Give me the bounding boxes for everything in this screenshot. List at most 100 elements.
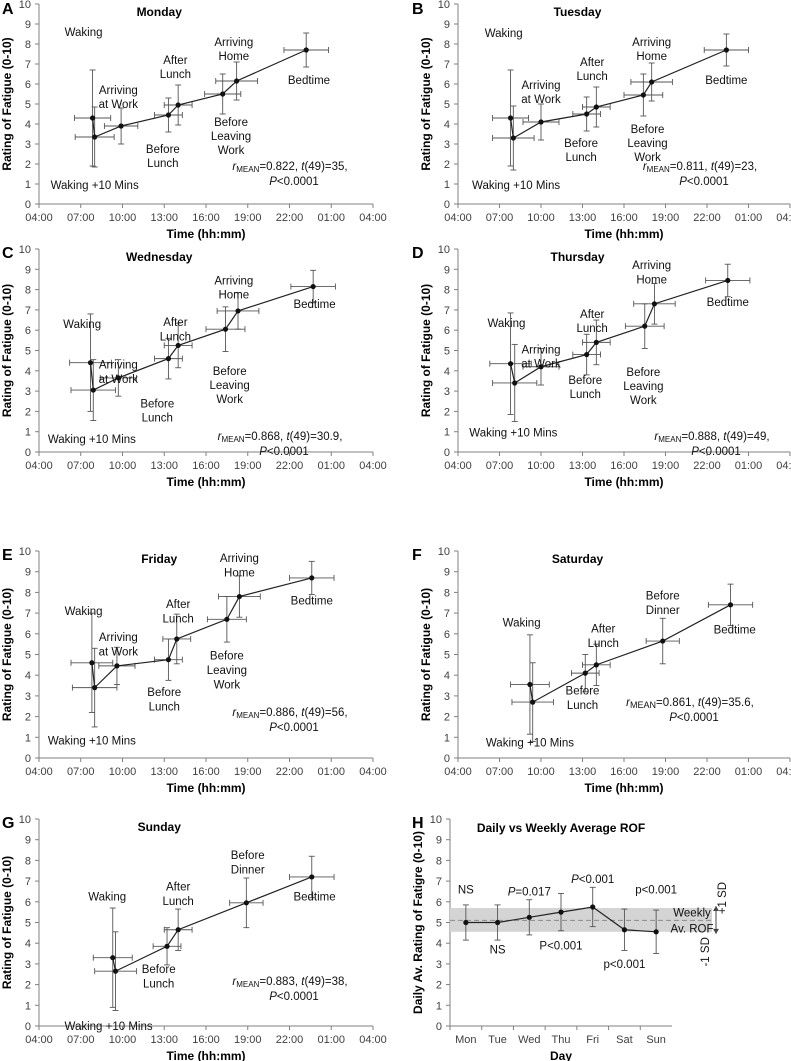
data-point [584, 111, 590, 117]
point-annotation: Before [213, 366, 247, 378]
data-point [494, 919, 501, 926]
panel-b: B 0 1 2 3 4 5 6 7 8 9 10 Rating of Fatigue (0-10) Tim… [412, 0, 791, 241]
data-point [224, 616, 230, 622]
point-annotation: Waking [65, 606, 103, 618]
point-annotation: Leaving [211, 131, 251, 143]
stat-p-value: <0.0001 [687, 176, 729, 188]
data-point [243, 900, 249, 906]
x-tick-label: 22:00 [276, 212, 304, 224]
data-point [89, 115, 96, 121]
point-annotation: Before [564, 138, 598, 150]
y-tick-label: 7 [444, 608, 450, 620]
x-tick-label: 16:00 [192, 766, 220, 778]
panel-letter: D [412, 245, 424, 262]
y-tick-label: 4 [444, 119, 450, 131]
y-tick-label: 1 [25, 1000, 31, 1012]
point-annotation: Work [634, 152, 661, 164]
x-tick-label: 10:00 [527, 766, 555, 778]
y-tick-label: 2 [25, 980, 31, 992]
x-tick-label: 22:00 [276, 460, 304, 472]
point-annotation: Lunch [147, 158, 178, 170]
y-tick-label: 4 [444, 670, 450, 682]
point-annotation: Lunch [143, 979, 174, 991]
point-annotation: After [166, 881, 190, 893]
x-tick-label: Sun [646, 1034, 666, 1046]
y-tick-label: 6 [25, 897, 31, 909]
stat-r: r [232, 976, 237, 988]
data-point [510, 135, 516, 141]
y-tick-label: 1 [25, 427, 31, 439]
data-point [649, 79, 655, 85]
y-tick-label: 2 [436, 980, 442, 992]
x-tick-label: 16:00 [192, 1034, 220, 1046]
point-annotation: Bedtime [291, 596, 333, 608]
y-tick-label: 3 [444, 691, 450, 703]
stat-p-value: <0.0001 [277, 991, 319, 1003]
y-tick-label: 9 [444, 567, 450, 579]
data-point [723, 47, 729, 53]
sig-value: NS [490, 944, 506, 956]
y-tick-label: 4 [25, 366, 31, 378]
point-annotation: Before [142, 964, 176, 976]
sd-arrow-up [713, 906, 719, 912]
series-line [529, 604, 731, 704]
x-tick-label: 04:00 [359, 212, 387, 224]
stat-p-value: <0.0001 [267, 446, 309, 458]
y-axis-label: Rating of Fatigue (0-10) [419, 284, 433, 417]
data-point [530, 699, 536, 705]
stat-t: t [301, 976, 305, 988]
data-point [538, 119, 544, 125]
x-tick-label: 10:00 [109, 460, 137, 472]
y-tick-label: 9 [444, 19, 450, 31]
series-line [509, 279, 728, 384]
y-tick-label: 2 [444, 406, 450, 418]
x-tick-label: 16:00 [192, 212, 220, 224]
point-annotation: Before [568, 375, 602, 387]
point-annotation: Lunch [160, 69, 191, 81]
x-axis-label: Day [550, 1049, 572, 1061]
point-annotation: Arriving [214, 275, 253, 287]
stat-t-value: (49)=49, [726, 431, 769, 443]
point-annotation: Lunch [567, 700, 598, 712]
stat-r-sub: MEAN [236, 711, 259, 720]
y-axis-label: Rating of Fatigue (0-10) [0, 588, 14, 721]
x-tick-label: 04:00 [776, 766, 791, 778]
data-point [303, 47, 309, 53]
x-tick-label: Mon [455, 1034, 476, 1046]
y-tick-label: 1 [436, 1000, 442, 1012]
data-point [538, 364, 544, 370]
point-annotation: Before [146, 144, 180, 156]
sd-band-group: Weekly Av. ROF +1 SD -1 SD [450, 882, 729, 967]
x-tick-label: 22:00 [276, 1034, 304, 1046]
x-tick-label: 19:00 [652, 766, 680, 778]
x-tick-label: 19:00 [234, 1034, 262, 1046]
y-tick-label: 7 [25, 608, 31, 620]
y-tick-label: 0 [444, 447, 450, 459]
point-annotation: Leaving [210, 380, 250, 392]
stat-t-value: (49)=56, [304, 707, 347, 719]
y-tick-label: 8 [436, 855, 442, 867]
significance-label: NS [458, 884, 474, 896]
point-annotation: Home [218, 51, 249, 63]
y-tick-label: 6 [444, 79, 450, 91]
stat-line-1: rMEAN=0.861, t(49)=35.6, [626, 697, 754, 710]
y-tick-label: 6 [444, 325, 450, 337]
data-point [593, 104, 599, 110]
stat-r-value: =0.868, [245, 431, 287, 443]
x-tick-label: 04:00 [776, 212, 791, 224]
x-tick-label: 13:00 [569, 212, 597, 224]
y-tick-label: 4 [25, 119, 31, 131]
point-annotation: Lunch [162, 896, 193, 908]
y-tick-label: 3 [25, 386, 31, 398]
panel-a: A 0 1 2 3 4 5 6 7 8 9 10 Rating of Fatigue (0-10) Tim… [0, 0, 387, 241]
chart-title: Thursday [551, 250, 605, 264]
y-tick-label: 4 [436, 938, 442, 950]
point-annotation: Arriving [632, 37, 671, 49]
x-tick-label: 07:00 [67, 212, 95, 224]
panel-letter: H [412, 815, 424, 832]
data-point [527, 681, 533, 688]
data-point [590, 904, 596, 910]
panel-letter: F [412, 547, 422, 564]
data-point [526, 914, 532, 920]
x-axis-label: Time (hh:mm) [584, 475, 663, 489]
